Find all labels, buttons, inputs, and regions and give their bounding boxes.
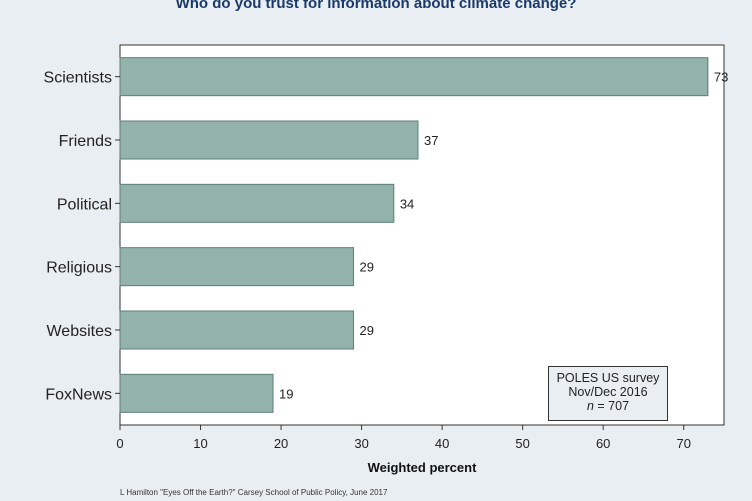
bar-value-label: 73 (714, 70, 728, 85)
plot-area (119, 44, 725, 426)
x-tick-label: 70 (676, 436, 690, 451)
x-tick-label: 50 (515, 436, 529, 451)
category-label: FoxNews (45, 386, 112, 403)
sample-size-value: = 707 (597, 399, 630, 413)
x-tick-label: 10 (193, 436, 207, 451)
bar-value-label: 29 (360, 260, 374, 275)
survey-date: Nov/Dec 2016 (568, 385, 648, 399)
bar-value-label: 29 (360, 323, 374, 338)
category-label: Scientists (44, 70, 112, 87)
bar-value-label: 19 (279, 386, 293, 401)
category-label: Friends (59, 133, 112, 150)
bar-websites (119, 310, 355, 350)
bar-political (119, 183, 395, 223)
sample-size-label: n (586, 399, 594, 413)
x-tick-label: 30 (354, 436, 368, 451)
source-credit: L Hamilton "Eyes Off the Earth?" Carsey … (120, 488, 388, 497)
sample-size: n = 707 (549, 399, 667, 413)
bar-foxnews (119, 373, 274, 413)
bar-scientists (119, 57, 709, 97)
bar-value-label: 37 (424, 133, 438, 148)
survey-note-box: POLES US survey Nov/Dec 2016 n = 707 (548, 366, 668, 421)
x-tick-label: 40 (435, 436, 449, 451)
chart-title: Who do you trust for information about c… (175, 0, 577, 12)
category-label: Political (57, 196, 112, 213)
bar-religious (119, 247, 355, 287)
bar-friends (119, 120, 419, 160)
category-label: Websites (46, 323, 112, 340)
x-tick-label: 0 (116, 436, 123, 451)
category-label: Religious (46, 260, 112, 277)
x-axis-label: Weighted percent (367, 460, 477, 475)
bar-value-label: 34 (400, 196, 414, 211)
x-tick-label: 60 (596, 436, 610, 451)
x-tick-label: 20 (274, 436, 288, 451)
survey-name: POLES US survey (556, 371, 660, 385)
